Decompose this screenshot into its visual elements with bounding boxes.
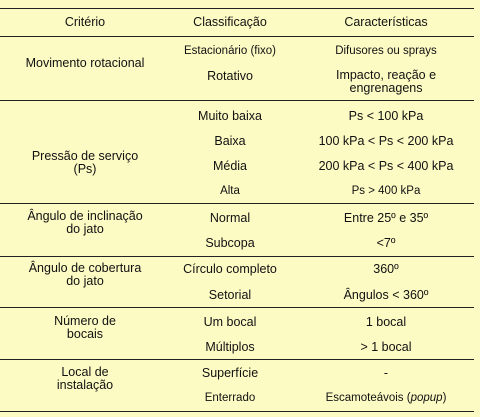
criterio-line: (Ps) (73, 162, 97, 176)
criterio-movimento-rotacional: Movimento rotacional (25, 56, 145, 70)
caracteristica-line: Impacto, reação e (335, 68, 437, 82)
group-divider (0, 307, 474, 308)
classificacao-cell: Setorial (208, 288, 252, 302)
table-top-border (0, 8, 474, 9)
criterio-line: do jato (66, 222, 104, 236)
caracteristica-cell: Ângulos < 360º (343, 288, 429, 302)
group-divider (0, 256, 474, 257)
classificacao-cell: Um bocal (203, 315, 257, 329)
caracteristica-line: engrenagens (349, 81, 423, 95)
header-criterio: Critério (64, 15, 106, 29)
caracteristica-cell: 200 kPa < Ps < 400 kPa (318, 159, 454, 173)
criterio-local-de-instalacao: Local de instalação (0, 366, 170, 392)
criterio-angulo-de-inclinacao: Ângulo de inclinação do jato (0, 210, 170, 236)
caracteristica-cell: Impacto, reação e engrenagens (298, 69, 474, 95)
criterio-line: Número de (54, 314, 116, 328)
criterio-line: Pressão de serviço (31, 149, 139, 163)
criterio-line: Ângulo de cobertura (28, 261, 142, 275)
criterio-numero-de-bocais: Número de bocais (0, 315, 170, 341)
classificacao-cell: Alta (220, 185, 240, 197)
group-divider (0, 359, 474, 360)
caracteristica-cell: <7º (376, 236, 396, 250)
caracteristica-text: ) (442, 392, 447, 404)
classificacao-cell: Múltiplos (205, 340, 255, 354)
group-divider (0, 203, 474, 204)
caracteristica-cell: > 1 bocal (360, 340, 412, 354)
group-divider (0, 100, 474, 101)
classificacao-cell: Círculo completo (183, 262, 277, 276)
classificacao-cell: Estacionário (fixo) (183, 45, 277, 57)
criterio-angulo-de-cobertura: Ângulo de cobertura do jato (0, 262, 170, 288)
criterio-line: bocais (66, 327, 104, 341)
classificacao-cell: Superfície (201, 366, 259, 380)
header-divider (0, 36, 474, 37)
caracteristica-cell: Entre 25º e 35º (343, 211, 429, 225)
classificacao-cell: Rotativo (207, 69, 253, 83)
classificacao-cell: Baixa (214, 134, 246, 148)
classificacao-cell: Muito baixa (198, 109, 262, 123)
criterio-line: Ângulo de inclinação (27, 209, 143, 223)
criterio-pressao-de-servico: Pressão de serviço (Ps) (0, 150, 170, 176)
caracteristica-cell: Escamoteávois (popup) (298, 391, 474, 405)
header-caracteristicas: Características (344, 15, 428, 29)
classificacao-cell: Normal (209, 211, 251, 225)
classificacao-cell: Subcopa (205, 236, 255, 250)
caracteristica-cell: 360º (373, 262, 399, 276)
classificacao-cell: Enterrado (204, 392, 256, 404)
caracteristica-cell: - (383, 366, 389, 380)
caracteristica-cell: Difusores ou sprays (335, 45, 437, 57)
criterio-line: instalação (56, 378, 114, 392)
caracteristica-cell: Ps < 100 kPa (348, 109, 424, 123)
table-bottom-border (0, 411, 474, 412)
caracteristica-cell: 100 kPa < Ps < 200 kPa (318, 134, 454, 148)
caracteristica-cell: Ps > 400 kPa (351, 185, 421, 197)
criterio-line: do jato (66, 274, 104, 288)
caracteristica-italic: popup (410, 392, 443, 404)
header-classificacao: Classificação (193, 15, 267, 29)
caracteristica-text: Escamoteávois ( (325, 392, 411, 404)
caracteristica-cell: 1 bocal (365, 315, 407, 329)
criterio-line: Local de (61, 365, 109, 379)
classificacao-cell: Média (212, 159, 248, 173)
